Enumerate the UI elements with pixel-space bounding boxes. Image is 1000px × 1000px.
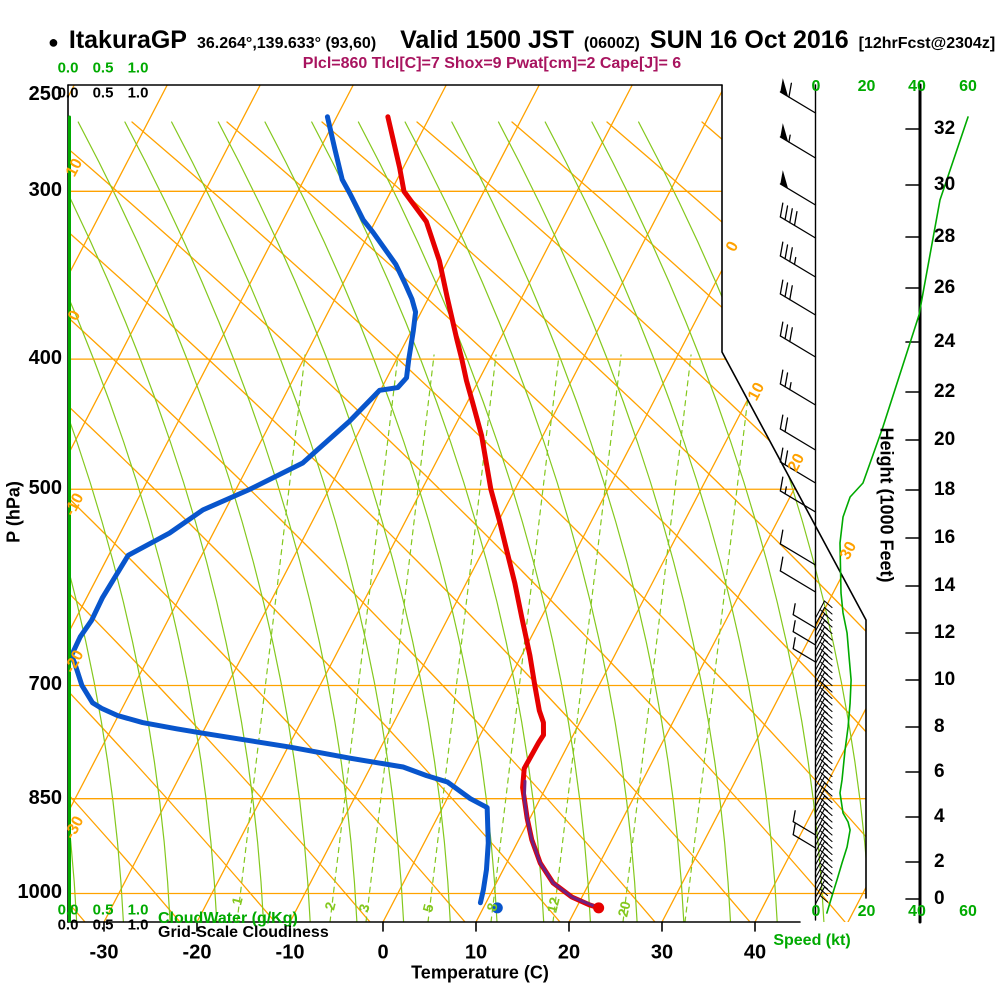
cloudwater-scale-tick-top: 0.5 (92, 59, 114, 77)
height-tick-label: 26 (934, 277, 956, 298)
cloudwater-scale-tick-bottom: 1.0 (127, 901, 149, 919)
pressure-tick-label: 1000 (17, 881, 63, 904)
speed-tick-label-top: 20 (857, 78, 876, 95)
speed-tick-label-bottom: 60 (959, 903, 977, 920)
temperature-tick-label: 30 (650, 941, 674, 964)
cloudwater-scale-title: CloudWater (g/Kg) (158, 910, 298, 927)
cloudwater-scale-tick-bottom: 0.0 (57, 901, 79, 919)
speed-tick-label-bottom: 0 (811, 903, 821, 920)
speed-tick-label-top: 40 (908, 78, 926, 95)
temperature-tick-label: 20 (557, 941, 581, 964)
height-tick-label: 0 (934, 888, 945, 909)
temperature-tick-label: -10 (275, 941, 305, 964)
speed-axis-title: Speed (kt) (773, 932, 851, 949)
height-tick-label: 16 (934, 527, 956, 548)
height-tick-label: 14 (934, 575, 956, 596)
temperature-tick-label: -20 (182, 941, 212, 964)
valid-time-utc: (0600Z) (583, 35, 640, 52)
station-coords: 36.264°,139.633° (93,60) (196, 35, 377, 52)
height-tick-label: 2 (934, 851, 945, 872)
temperature-tick-label: 40 (743, 941, 767, 964)
speed-tick-label-bottom: 20 (857, 903, 876, 920)
forecast-info: [12hrFcst@2304z] (858, 35, 996, 52)
height-tick-label: 28 (934, 226, 956, 247)
cloudiness-scale-tick-top: 0.5 (92, 84, 114, 102)
temperature-tick-label: 10 (464, 941, 488, 964)
cloudiness-scale-tick-top: 1.0 (127, 84, 149, 102)
height-tick-label: 8 (934, 716, 945, 737)
height-axis-title: Height (1000 Feet) (876, 427, 897, 583)
cloudiness-scale-tick-bottom: 0.5 (92, 916, 114, 934)
cloudiness-scale-tick-top: 0.0 (57, 84, 79, 102)
height-tick-label: 10 (934, 669, 956, 690)
pressure-tick-label: 700 (28, 673, 62, 696)
height-tick-label: 24 (934, 331, 956, 352)
station-name: ItakuraGP (68, 26, 187, 54)
height-tick-label: 20 (934, 429, 956, 450)
cloudwater-scale-tick-top: 1.0 (127, 59, 149, 77)
chart-title: ● ItakuraGP 36.264°,139.633° (93,60) Val… (48, 26, 995, 55)
pressure-tick-label: 400 (28, 347, 62, 370)
speed-tick-label-bottom: 40 (908, 903, 926, 920)
cloudiness-scale-tick-bottom: 0.0 (57, 916, 79, 934)
height-tick-label: 6 (934, 761, 945, 782)
height-tick-label: 30 (934, 174, 956, 195)
cloudwater-scale-tick-top: 0.0 (57, 59, 79, 77)
speed-tick-label-top: 60 (959, 78, 977, 95)
temperature-axis-title: Temperature (C) (411, 962, 549, 983)
cloudiness-scale-tick-bottom: 1.0 (127, 916, 149, 934)
pressure-tick-label: 850 (28, 786, 62, 809)
height-tick-label: 22 (934, 381, 956, 402)
height-tick-label: 4 (934, 806, 945, 827)
pressure-tick-label: 250 (28, 83, 62, 105)
temperature-tick-label: -30 (89, 941, 119, 964)
temperature-tick-label: 0 (377, 941, 389, 964)
station-bullet-icon: ● (48, 32, 59, 52)
stability-params-line: Plcl=860 Tlcl[C]=7 Shox=9 Pwat[cm]=2 Cap… (302, 55, 682, 72)
valid-time: Valid 1500 JST (400, 26, 574, 54)
height-tick-label: 18 (934, 479, 956, 500)
height-tick-label: 12 (934, 622, 956, 643)
speed-tick-label-top: 0 (811, 78, 821, 95)
valid-date: SUN 16 Oct 2016 (649, 26, 849, 54)
height-tick-label: 32 (934, 118, 956, 139)
pressure-tick-label: 500 (28, 477, 62, 500)
pressure-tick-label: 300 (28, 179, 62, 202)
cloudwater-scale-tick-bottom: 0.5 (92, 901, 114, 919)
cloudiness-scale-title: Grid-Scale Cloudiness (158, 924, 329, 941)
